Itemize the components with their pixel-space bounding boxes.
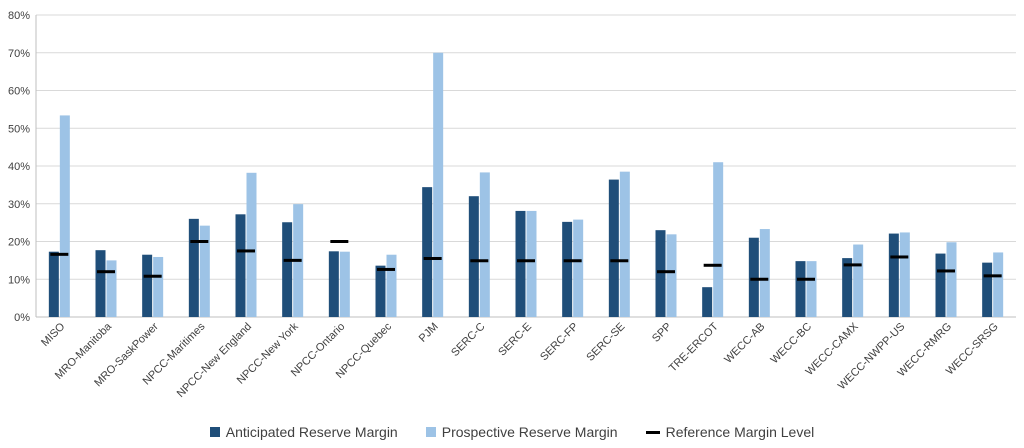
y-tick-label: 30% (8, 199, 30, 211)
y-tick-label: 50% (8, 123, 30, 135)
y-tick-label: 0% (14, 312, 30, 324)
reference-marker (937, 269, 955, 273)
bar-prospective (526, 210, 537, 317)
reference-marker (50, 252, 69, 256)
bar-prospective (619, 171, 630, 317)
bar-prospective (246, 172, 257, 317)
bar-anticipated (748, 237, 759, 317)
x-tick-label: MISO (39, 320, 68, 349)
bar-anticipated (842, 258, 853, 317)
x-tick-label: PJM (417, 321, 441, 345)
bar-prospective (713, 162, 724, 317)
bar-prospective (106, 260, 117, 317)
x-tick-label: SERC-SE (584, 321, 627, 364)
y-tick-label: 10% (8, 274, 30, 286)
bar-prospective (666, 234, 677, 317)
bar-prospective (433, 52, 444, 317)
bar-anticipated (795, 261, 806, 317)
y-tick-label: 40% (8, 161, 30, 173)
bar-anticipated (935, 253, 946, 317)
bar-anticipated (235, 214, 246, 317)
y-tick-label: 20% (8, 237, 30, 249)
bar-prospective (899, 232, 910, 317)
y-tick-label: 70% (8, 48, 30, 60)
bar-anticipated (702, 287, 713, 317)
legend-item-anticipated: Anticipated Reserve Margin (209, 424, 398, 440)
x-tick-label: SERC-FP (538, 321, 581, 364)
chart-svg: 0%10%20%30%40%50%60%70%80%MISOMRO-Manito… (8, 10, 1016, 400)
bar-prospective (386, 254, 397, 317)
x-tick-label: SERC-C (449, 321, 487, 359)
bar-anticipated (888, 233, 899, 317)
bar-anticipated (608, 179, 619, 317)
legend-swatch-anticipated (209, 427, 220, 437)
reference-marker (190, 240, 209, 243)
legend-label-reference: Reference Margin Level (665, 424, 815, 440)
legend: Anticipated Reserve Margin Prospective R… (0, 424, 1024, 440)
bar-prospective (573, 219, 584, 317)
bar-anticipated (422, 187, 433, 317)
bar-anticipated (468, 196, 479, 317)
bar-prospective (759, 229, 770, 317)
reference-marker (237, 249, 255, 253)
bar-anticipated (142, 254, 153, 317)
bar-anticipated (515, 210, 526, 317)
bar-prospective (853, 244, 864, 317)
reference-marker (143, 274, 162, 278)
x-tick-label: SPP (650, 321, 674, 345)
reference-marker (97, 270, 115, 274)
x-tick-label: SERC-E (496, 321, 534, 359)
bar-prospective (479, 172, 490, 317)
y-tick-label: 80% (8, 10, 30, 22)
bar-prospective (339, 251, 350, 317)
y-tick-label: 60% (8, 86, 30, 98)
legend-label-anticipated: Anticipated Reserve Margin (225, 424, 398, 440)
bar-anticipated (655, 230, 666, 317)
legend-item-prospective: Prospective Reserve Margin (425, 424, 618, 440)
legend-item-reference: Reference Margin Level (645, 424, 815, 440)
reference-marker (563, 259, 582, 263)
reference-marker (330, 240, 349, 243)
x-tick-label: WECC-AB (722, 321, 767, 366)
bar-anticipated (375, 265, 386, 317)
bar-prospective (806, 261, 817, 317)
x-tick-label: WECC-BC (768, 321, 814, 367)
bar-prospective (153, 256, 164, 317)
bar-anticipated (282, 222, 293, 317)
reference-marker (423, 256, 442, 260)
bar-prospective (59, 115, 70, 317)
legend-swatch-prospective (425, 427, 436, 437)
legend-swatch-reference (645, 430, 660, 434)
legend-label-prospective: Prospective Reserve Margin (441, 424, 618, 440)
bar-anticipated (982, 262, 993, 317)
bar-anticipated (95, 250, 106, 317)
x-tick-label: TRE-ERCOT (667, 320, 721, 374)
reference-marker (890, 255, 909, 259)
reference-marker (983, 274, 1002, 278)
reference-marker (797, 277, 815, 281)
reference-marker (843, 263, 862, 267)
bar-prospective (199, 225, 210, 317)
reference-marker (703, 263, 722, 267)
reference-marker (657, 270, 675, 274)
reference-marker (470, 259, 489, 263)
bar-anticipated (562, 221, 573, 317)
reference-marker (283, 258, 302, 262)
reference-marker (377, 267, 395, 271)
reference-marker (750, 277, 769, 281)
reference-marker (610, 259, 629, 263)
bar-prospective (993, 252, 1004, 317)
bar-anticipated (188, 218, 199, 317)
bar-anticipated (48, 251, 59, 317)
bar-anticipated (328, 251, 339, 317)
bar-prospective (946, 242, 957, 317)
reference-marker (517, 259, 535, 263)
